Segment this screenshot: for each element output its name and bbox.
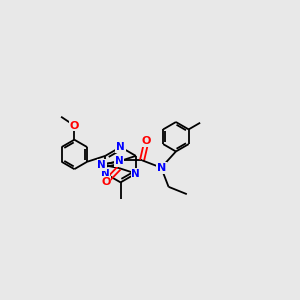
Text: O: O: [101, 177, 110, 187]
Text: N: N: [116, 142, 125, 152]
Text: N: N: [101, 169, 110, 178]
Text: N: N: [157, 163, 166, 173]
Text: N: N: [115, 156, 123, 166]
Text: O: O: [70, 121, 79, 130]
Text: N: N: [131, 169, 140, 178]
Text: N: N: [97, 160, 106, 170]
Text: O: O: [142, 136, 151, 146]
